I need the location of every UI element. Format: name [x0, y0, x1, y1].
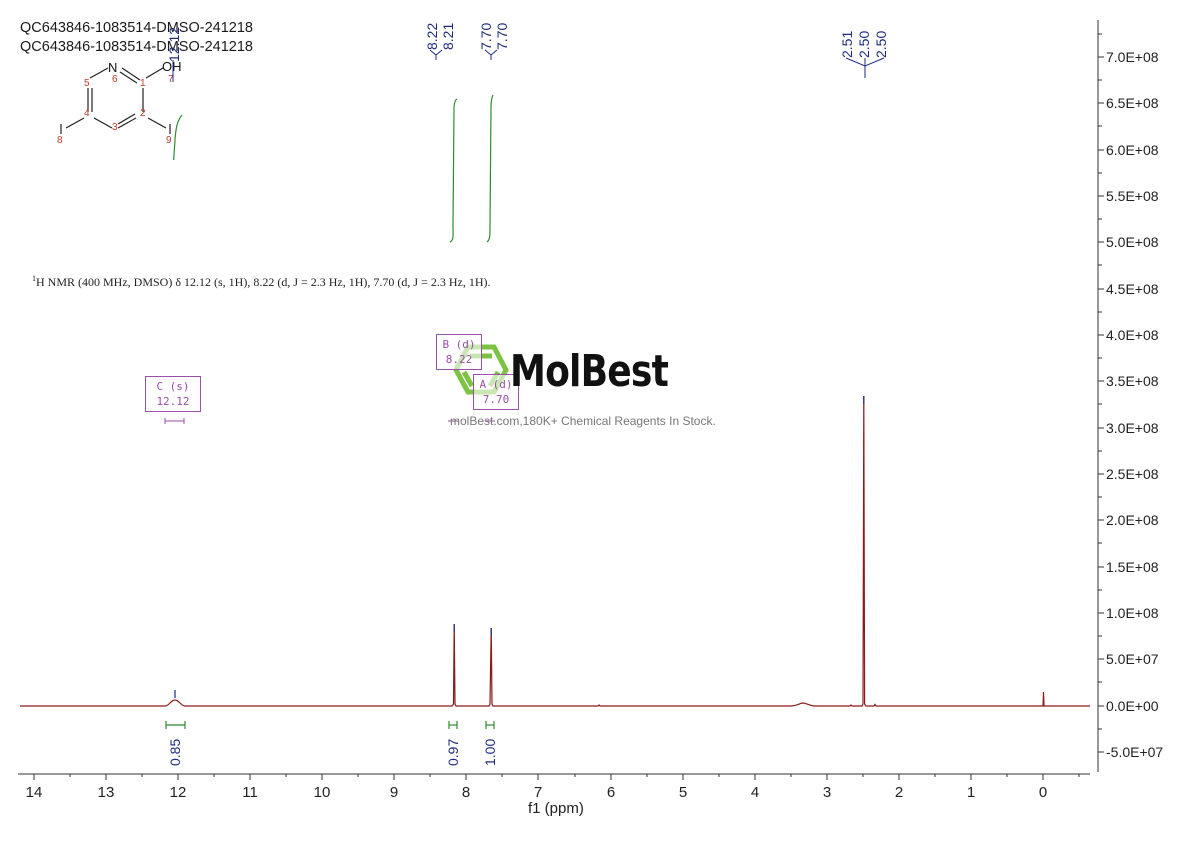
y-tick-label: 6.0E+08: [1106, 142, 1159, 158]
y-tick-label: 1.0E+08: [1106, 605, 1159, 621]
peak-label: 7.70: [494, 22, 510, 50]
integral-curve-a: [486, 94, 494, 243]
y-tick-label: 5.5E+08: [1106, 188, 1159, 204]
multiplet-box-a: A (d) 7.70: [473, 374, 519, 410]
x-tick-label: 13: [97, 784, 115, 801]
atom-label-2: 2: [140, 108, 146, 119]
x-tick-label: 0: [1038, 784, 1048, 801]
atom-nitrogen: N: [108, 60, 118, 75]
integral-value: 0.85: [167, 738, 183, 766]
nmr-description-text: H NMR (400 MHz, DMSO) δ 12.12 (s, 1H), 8…: [36, 275, 491, 289]
peak-label: 7.70: [478, 22, 494, 50]
y-tick-label: 3.0E+08: [1106, 420, 1159, 436]
atom-label-7: 7: [168, 74, 174, 85]
atom-label-1: 1: [140, 78, 146, 89]
atom-label-9: 9: [166, 135, 172, 146]
atom-label-6: 6: [112, 74, 118, 85]
y-tick-label: 4.5E+08: [1106, 281, 1159, 297]
y-tick-label: 6.5E+08: [1106, 95, 1159, 111]
x-tick-label: 11: [242, 784, 258, 801]
x-tick-label: 1: [966, 784, 976, 801]
spectrum-title-line-2: QC643846-1083514-DMSO-241218: [20, 39, 253, 55]
x-tick-label: 3: [822, 784, 832, 801]
atom-label-8: 8: [57, 135, 63, 146]
peak-label: 12.12: [166, 26, 182, 62]
x-axis-label: f1 (ppm): [528, 800, 584, 817]
watermark-tagline: molBest.com,180K+ Chemical Reagents In S…: [450, 414, 716, 428]
x-tick-label: 5: [678, 784, 688, 801]
spectrum-title-line-1: QC643846-1083514-DMSO-241218: [20, 20, 253, 36]
multiplet-shift: 7.70: [482, 393, 510, 406]
y-axis-ticks: [1098, 33, 1104, 753]
x-axis-ticks: [33, 774, 1080, 780]
integral-curve-b: [449, 98, 458, 243]
x-tick-label: 14: [25, 784, 43, 801]
y-tick-label: 2.0E+08: [1106, 512, 1159, 528]
atom-hydroxyl: OH: [162, 59, 182, 74]
y-tick-label: 3.5E+08: [1106, 373, 1159, 389]
y-tick-label: -5.0E+07: [1106, 744, 1164, 760]
spectrum-trace: [20, 395, 1090, 707]
y-tick-label: 0.0E+00: [1106, 698, 1159, 714]
atom-label-4: 4: [84, 108, 90, 119]
y-tick-label: 2.5E+08: [1106, 466, 1159, 482]
integral-value: 1.00: [482, 738, 498, 766]
integral-value: 0.97: [445, 738, 461, 766]
multiplet-label: B (d): [442, 338, 476, 351]
x-tick-label: 12: [169, 784, 187, 801]
x-tick-label: 7: [533, 784, 543, 801]
x-tick-label: 2: [894, 784, 904, 801]
x-tick-label: 9: [389, 784, 399, 801]
peak-label: 2.50: [873, 30, 889, 58]
multiplet-box-b: B (d) 8.22: [436, 334, 482, 370]
multiplet-label: C (s): [156, 380, 190, 393]
multiplet-shift: 12.12: [156, 395, 190, 408]
multiplet-label: A (d): [479, 378, 513, 391]
atom-label-5: 5: [84, 78, 90, 89]
y-tick-label: 1.5E+08: [1106, 559, 1159, 575]
multiplet-shift: 8.22: [445, 353, 473, 366]
x-tick-label: 8: [461, 784, 471, 801]
x-tick-label: 10: [313, 784, 331, 801]
y-tick-label: 5.0E+07: [1106, 651, 1159, 667]
y-tick-label: 5.0E+08: [1106, 234, 1159, 250]
peak-label: 2.50: [856, 30, 872, 58]
atom-label-3: 3: [112, 122, 118, 133]
watermark-brand: MolBest: [510, 346, 669, 397]
y-tick-label: 7.0E+08: [1106, 49, 1159, 65]
peak-label: 8.21: [440, 22, 456, 50]
peak-label: 2.51: [839, 30, 855, 58]
peak-label: 8.22: [424, 22, 440, 50]
multiplet-box-c: C (s) 12.12: [145, 376, 201, 412]
x-tick-label: 4: [750, 784, 760, 801]
nmr-isotope-superscript: 1: [32, 274, 36, 283]
y-tick-label: 4.0E+08: [1106, 327, 1159, 343]
chemical-structure: [60, 67, 183, 160]
nmr-description: 1H NMR (400 MHz, DMSO) δ 12.12 (s, 1H), …: [32, 274, 491, 290]
x-tick-label: 6: [606, 784, 616, 801]
